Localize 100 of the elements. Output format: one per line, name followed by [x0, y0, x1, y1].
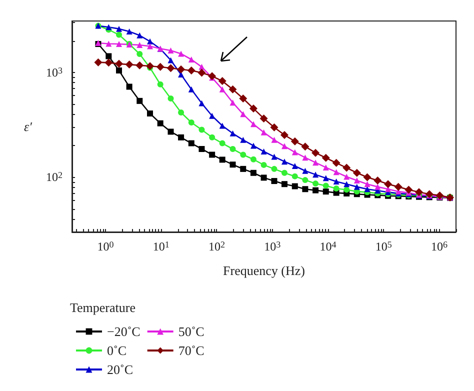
- point: [271, 154, 278, 160]
- point: [168, 48, 174, 54]
- point: [312, 180, 319, 187]
- legend-title: Temperature: [70, 300, 136, 315]
- point: [198, 146, 205, 152]
- point: [394, 182, 402, 191]
- point: [414, 188, 423, 196]
- point: [332, 158, 340, 167]
- point: [168, 57, 174, 64]
- point: [219, 140, 226, 146]
- point: [292, 149, 298, 156]
- point: [290, 137, 299, 146]
- point: [219, 122, 226, 129]
- point: [281, 143, 288, 150]
- point: [106, 24, 112, 30]
- point: [260, 148, 267, 155]
- point: [116, 67, 122, 74]
- point: [260, 129, 267, 136]
- point: [168, 128, 174, 135]
- point: [125, 60, 134, 69]
- point: [146, 110, 153, 116]
- point: [106, 53, 112, 60]
- point: [106, 40, 112, 47]
- point: [209, 134, 216, 140]
- point: [230, 146, 236, 152]
- point: [240, 136, 246, 143]
- point: [250, 142, 256, 149]
- point: [126, 84, 132, 90]
- point: [187, 66, 196, 74]
- point: [178, 109, 184, 116]
- point: [136, 32, 143, 38]
- point: [239, 94, 248, 103]
- point: [230, 100, 236, 106]
- point: [292, 183, 298, 190]
- point: [384, 180, 392, 188]
- legend-label: 0˚C: [107, 343, 126, 358]
- point: [302, 168, 308, 174]
- point: [218, 77, 226, 86]
- point: [322, 188, 329, 195]
- point: [240, 166, 246, 172]
- x-axis-title: Frequency (Hz): [223, 263, 305, 278]
- point: [198, 126, 205, 133]
- point: [219, 86, 226, 92]
- point: [104, 58, 113, 67]
- point: [260, 162, 267, 168]
- point: [249, 104, 258, 112]
- point: [301, 142, 310, 151]
- point: [374, 176, 382, 185]
- point: [116, 40, 122, 47]
- point: [344, 186, 350, 193]
- legend-label: 70˚C: [178, 343, 204, 358]
- point: [250, 121, 256, 128]
- point: [94, 58, 102, 66]
- y-axis-title: ε′: [24, 119, 32, 134]
- point: [168, 96, 174, 102]
- point: [146, 62, 154, 70]
- point: [312, 148, 320, 157]
- point: [344, 181, 350, 188]
- legend-label: 50˚C: [178, 324, 204, 339]
- point: [292, 173, 298, 180]
- point: [292, 162, 298, 169]
- point: [166, 64, 175, 72]
- point: [333, 169, 340, 176]
- point: [354, 178, 360, 184]
- point: [342, 164, 351, 172]
- point: [198, 100, 205, 106]
- point: [116, 26, 122, 32]
- point: [302, 154, 308, 161]
- point: [322, 164, 329, 170]
- point: [156, 62, 164, 71]
- point: [363, 173, 372, 182]
- point: [374, 184, 381, 190]
- point: [250, 170, 256, 176]
- point: [322, 175, 329, 182]
- point: [271, 178, 278, 184]
- point: [188, 56, 194, 62]
- point: [354, 184, 360, 190]
- legend-label: 20˚C: [107, 362, 133, 377]
- point: [322, 154, 330, 162]
- point: [281, 170, 288, 176]
- point: [219, 156, 226, 163]
- point: [136, 51, 143, 58]
- point: [364, 181, 370, 188]
- point: [177, 65, 186, 74]
- point: [157, 120, 164, 126]
- point: [333, 186, 340, 192]
- point: [312, 187, 319, 194]
- point: [302, 177, 308, 184]
- point: [352, 168, 361, 177]
- point: [280, 131, 288, 139]
- point: [188, 140, 194, 146]
- point: [209, 152, 216, 158]
- point: [146, 43, 153, 50]
- point: [281, 158, 288, 165]
- point: [228, 85, 237, 94]
- point: [136, 42, 143, 48]
- point: [312, 172, 319, 178]
- point: [198, 68, 206, 77]
- point: [157, 81, 164, 88]
- point: [208, 72, 216, 80]
